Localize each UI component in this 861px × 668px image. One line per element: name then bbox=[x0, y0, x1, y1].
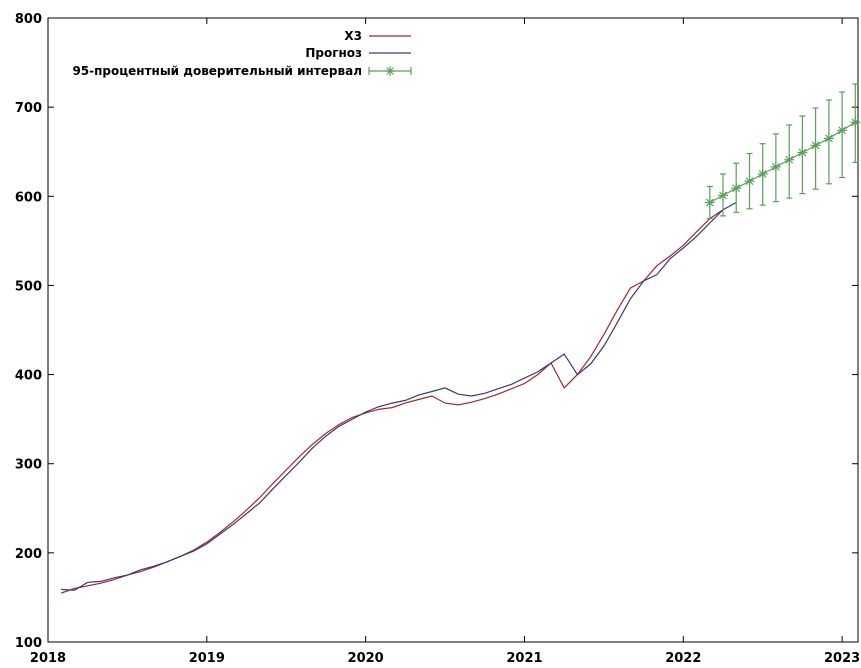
marker-stroke bbox=[732, 184, 741, 193]
y-tick-label: 800 bbox=[15, 12, 42, 27]
series-forecast-line bbox=[61, 201, 737, 591]
marker-stroke bbox=[785, 155, 794, 164]
x-tick-label: 2020 bbox=[348, 651, 384, 666]
marker-stroke bbox=[851, 118, 860, 127]
ci-star-marker bbox=[797, 147, 808, 158]
x-tick-label: 2021 bbox=[506, 651, 542, 666]
x-tick-label: 2018 bbox=[30, 651, 66, 666]
ci-point bbox=[718, 173, 728, 217]
marker-stroke bbox=[386, 67, 394, 75]
series-layer bbox=[61, 83, 861, 594]
legend-label: Прогноз bbox=[305, 46, 362, 60]
ci-point bbox=[784, 124, 795, 199]
marker-stroke bbox=[811, 141, 820, 150]
ci-star-marker bbox=[744, 176, 755, 187]
ci-point bbox=[731, 162, 742, 213]
marker-stroke bbox=[771, 162, 780, 171]
y-tick-label: 500 bbox=[15, 279, 42, 294]
ci-point bbox=[770, 133, 781, 203]
y-tick-label: 100 bbox=[15, 636, 42, 651]
ci-star-marker bbox=[850, 117, 861, 128]
marker-stroke bbox=[758, 170, 767, 178]
ci-star-marker bbox=[704, 197, 715, 208]
ci-point bbox=[797, 115, 808, 195]
y-tick-label: 600 bbox=[15, 190, 42, 205]
legend: X3 Прогноз 95-процентный доверительный инт… bbox=[72, 29, 412, 78]
y-tick-label: 300 bbox=[15, 458, 42, 473]
ci-star-marker bbox=[784, 154, 795, 165]
ci-star-marker bbox=[810, 140, 821, 151]
ci-point bbox=[837, 91, 848, 179]
ci-star-marker bbox=[823, 133, 834, 144]
x-tick-label: 2019 bbox=[189, 651, 225, 666]
series-x3-line bbox=[61, 209, 724, 594]
marker-stroke bbox=[798, 148, 807, 157]
x-tick-label: 2023 bbox=[824, 651, 860, 666]
y-tick-label: 200 bbox=[15, 547, 42, 562]
marker-stroke bbox=[719, 191, 727, 200]
marker-stroke bbox=[745, 177, 754, 186]
ci-point bbox=[810, 107, 821, 190]
marker-stroke bbox=[825, 134, 833, 143]
ci-point bbox=[704, 185, 715, 220]
ci-center-line bbox=[709, 121, 856, 204]
legend-label: 95-процентный доверительный интервал bbox=[72, 64, 362, 78]
marker-stroke bbox=[705, 198, 714, 207]
legend-star-marker bbox=[385, 66, 395, 76]
ci-star-marker bbox=[837, 125, 848, 136]
axes: 100 200 300 400 500 600 700 800 2018 2019 2020 2021… bbox=[15, 12, 860, 666]
ci-point bbox=[744, 152, 755, 210]
ci-point bbox=[757, 143, 768, 206]
plot-frame bbox=[47, 17, 859, 643]
legend-label: X3 bbox=[344, 29, 362, 43]
ci-point bbox=[850, 83, 861, 164]
ci-star-marker bbox=[770, 161, 781, 172]
ci-star-marker bbox=[718, 190, 728, 201]
y-tick-label: 700 bbox=[15, 101, 42, 116]
x-tick-label: 2022 bbox=[665, 651, 701, 666]
ci-star-marker bbox=[757, 169, 768, 179]
y-tick-label: 400 bbox=[15, 369, 42, 384]
marker-stroke bbox=[838, 126, 847, 135]
ci-star-marker bbox=[731, 183, 742, 194]
ci-point bbox=[823, 99, 834, 185]
